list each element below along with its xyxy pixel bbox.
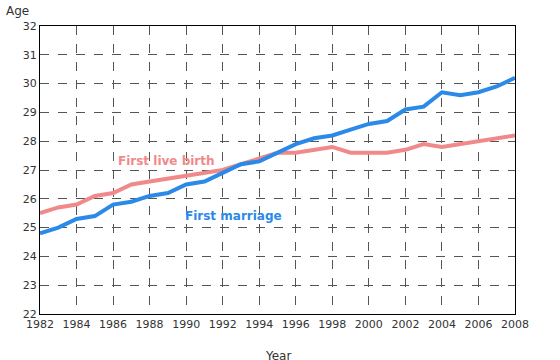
svg-text:24: 24 [23,250,37,263]
svg-text:1996: 1996 [282,318,310,331]
svg-text:29: 29 [23,106,37,119]
svg-text:1990: 1990 [172,318,200,331]
svg-text:31: 31 [23,49,37,62]
svg-text:26: 26 [23,193,37,206]
svg-text:First marriage: First marriage [185,209,282,223]
svg-text:2002: 2002 [391,318,419,331]
svg-text:2006: 2006 [464,318,492,331]
svg-text:32: 32 [23,20,37,33]
svg-text:28: 28 [23,135,37,148]
svg-text:30: 30 [23,77,37,90]
svg-text:First live birth: First live birth [118,154,215,168]
svg-text:1982: 1982 [26,318,54,331]
svg-text:25: 25 [23,221,37,234]
svg-text:2000: 2000 [355,318,383,331]
svg-text:1994: 1994 [245,318,273,331]
svg-text:1986: 1986 [99,318,127,331]
svg-text:2004: 2004 [428,318,456,331]
svg-text:1988: 1988 [136,318,164,331]
svg-text:1998: 1998 [318,318,346,331]
svg-text:22: 22 [23,308,37,321]
svg-text:1992: 1992 [209,318,237,331]
svg-text:27: 27 [23,164,37,177]
svg-text:Year: Year [265,349,291,360]
svg-text:1984: 1984 [63,318,91,331]
svg-text:Age: Age [6,4,29,18]
svg-text:2008: 2008 [501,318,529,331]
svg-text:23: 23 [23,279,37,292]
